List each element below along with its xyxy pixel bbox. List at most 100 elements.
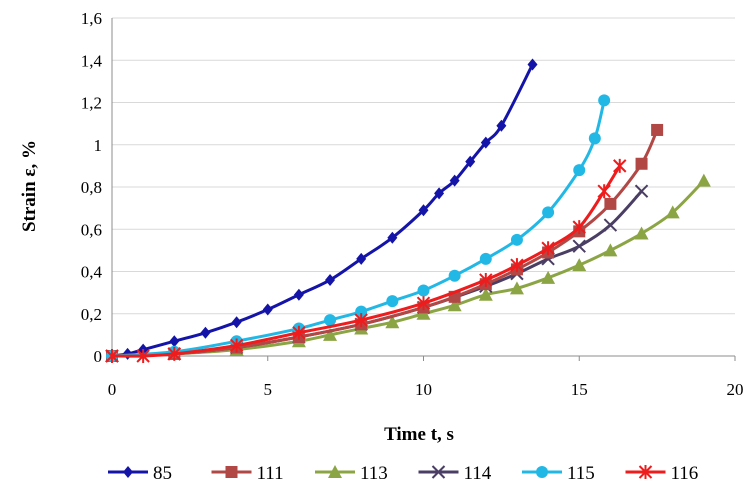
- legend-item-114: 114: [418, 463, 492, 484]
- series-114-point: [634, 184, 649, 198]
- series-114: [105, 184, 649, 363]
- legend: 85 111 113 114 115 116: [108, 463, 698, 484]
- legend-item-116: 116: [625, 463, 699, 484]
- legend-marker: [536, 466, 548, 478]
- legend-item-85: 85: [108, 463, 172, 484]
- series-116-point: [572, 220, 586, 235]
- series-113-point: [447, 298, 462, 312]
- legend-label: 115: [567, 463, 595, 484]
- series-116-point: [136, 349, 150, 363]
- series-115: [106, 94, 611, 362]
- series-113-point: [478, 287, 493, 301]
- y-tick-label: 0,6: [81, 220, 102, 239]
- series-116-point: [229, 338, 244, 353]
- series-115-point: [386, 295, 399, 308]
- series-115-point: [573, 164, 586, 177]
- series-115-point: [355, 305, 368, 318]
- series-116: [105, 158, 627, 363]
- legend-label: 116: [671, 463, 699, 484]
- series-85-point: [449, 174, 460, 187]
- legend-label: 111: [257, 463, 284, 484]
- series-113: [105, 173, 711, 362]
- x-tick-label: 20: [727, 380, 744, 399]
- legend-marker: [431, 465, 446, 479]
- series-115-point: [510, 233, 523, 246]
- legend-item-115: 115: [522, 463, 595, 484]
- series-111-point: [651, 123, 664, 136]
- series-116-point: [167, 346, 182, 361]
- series-115-point: [448, 269, 461, 282]
- series-114-point: [572, 239, 586, 253]
- series-113-point: [509, 281, 524, 295]
- y-tick-label: 1: [94, 136, 103, 155]
- series-115-point: [479, 252, 492, 265]
- y-axis-title: Strain ε, %: [19, 140, 40, 232]
- tick-labels: 0 0,2 0,4 0,6 0,8 1 1,2 1,4 1,6 0 5 10 15 20: [81, 9, 744, 399]
- legend-label: 113: [360, 463, 388, 484]
- series-113-point: [665, 205, 680, 219]
- series-116-point: [292, 325, 306, 340]
- series-85-point: [325, 273, 336, 286]
- series-85: [107, 58, 538, 362]
- y-tick-label: 1,6: [81, 9, 102, 28]
- series-115-point: [417, 284, 430, 297]
- x-tick-label: 5: [264, 380, 273, 399]
- x-tick-label: 0: [108, 380, 117, 399]
- series-116-point: [479, 272, 493, 287]
- series-115-point: [542, 206, 555, 219]
- legend-marker: [225, 466, 238, 478]
- series-85-point: [231, 316, 242, 329]
- series-113-point: [323, 327, 338, 341]
- series-115-point: [588, 132, 601, 145]
- series-113-point: [385, 315, 400, 329]
- series-85-point: [200, 326, 211, 339]
- legend-item-113: 113: [315, 463, 388, 484]
- x-tick-label: 10: [415, 380, 432, 399]
- series-114-point: [603, 218, 618, 232]
- y-tick-label: 0: [94, 347, 103, 366]
- y-tick-label: 1,2: [81, 94, 102, 113]
- series-85-point: [262, 303, 273, 316]
- legend-marker: [123, 466, 133, 478]
- series-116-point: [541, 241, 555, 256]
- series-116-point: [613, 158, 627, 173]
- series-116-point: [597, 184, 611, 199]
- series-111-point: [635, 157, 648, 170]
- series-116-point: [105, 349, 119, 363]
- series-115-point: [324, 314, 337, 327]
- series-85-point: [418, 204, 429, 217]
- series-85-point: [527, 58, 538, 71]
- series-85-point: [465, 155, 476, 168]
- series-85-point: [434, 187, 445, 200]
- legend-item-111: 111: [211, 463, 284, 484]
- series-113-point: [541, 270, 556, 284]
- legend-label: 114: [464, 463, 492, 484]
- series-111-point: [604, 197, 617, 210]
- y-tick-label: 1,4: [81, 51, 103, 70]
- series-85-point: [387, 231, 398, 244]
- series-85-point: [169, 335, 180, 348]
- series-85-point: [293, 288, 304, 301]
- series-113-point: [603, 243, 618, 257]
- x-tick-label: 15: [571, 380, 588, 399]
- series-113-point: [572, 258, 587, 272]
- plot-area: [105, 58, 711, 363]
- series-116-point: [510, 258, 524, 273]
- legend-marker: [638, 465, 653, 479]
- series-85-point: [496, 119, 507, 132]
- series-85-line: [111, 63, 534, 358]
- series-116-point: [416, 296, 431, 311]
- series-113-point: [634, 226, 649, 240]
- series-115-point: [598, 94, 611, 107]
- series-85-point: [356, 252, 367, 265]
- y-tick-label: 0,4: [81, 263, 103, 282]
- series-113-point: [696, 173, 711, 187]
- x-axis-title: Time t, s: [384, 424, 454, 445]
- series-116-point: [354, 313, 368, 328]
- y-tick-label: 0,2: [81, 305, 102, 324]
- y-tick-label: 0,8: [81, 178, 102, 197]
- series-85-point: [480, 136, 491, 149]
- legend-label: 85: [153, 463, 172, 484]
- legend-marker: [328, 465, 342, 478]
